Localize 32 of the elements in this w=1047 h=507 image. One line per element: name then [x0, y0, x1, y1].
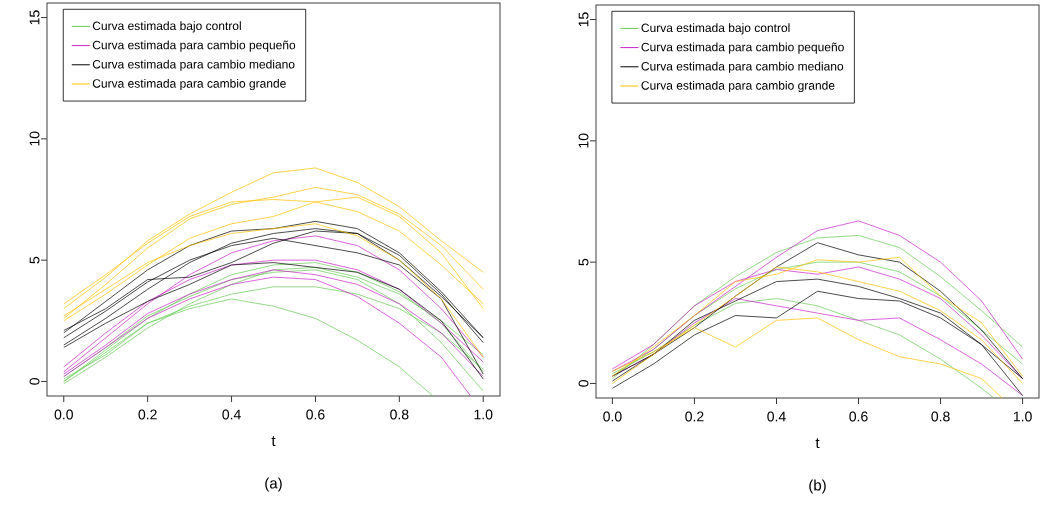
- legend-label: Curva estimada para cambio pequeño: [92, 40, 296, 52]
- y-tick-label: 10: [578, 133, 589, 148]
- text: (a): [265, 477, 282, 492]
- x-axis-title: t: [815, 438, 820, 449]
- x-axis-title: t: [271, 436, 276, 447]
- x-tick-label: 0.8: [931, 411, 950, 422]
- y-tick-label: 0: [29, 378, 40, 385]
- x-tick-label: 0.6: [306, 409, 325, 420]
- x-tick-label: 0.0: [603, 411, 622, 422]
- legend-label: Curva estimada bajo control: [641, 23, 790, 35]
- x-tick-label: 0.4: [222, 409, 241, 420]
- x-tick-label: 0.4: [767, 411, 786, 422]
- y-tick-label: 5: [29, 256, 40, 264]
- x-tick-label: 1.0: [1013, 411, 1032, 422]
- legend-label: Curva estimada bajo control: [92, 21, 241, 33]
- x-tick-label: 1.0: [474, 409, 493, 420]
- legend-label: Curva estimada para cambio grande: [641, 80, 835, 93]
- y-tick-label: 10: [29, 131, 40, 146]
- x-tick-label: 0.2: [138, 409, 157, 420]
- legend-label: Curva estimada para cambio mediano: [92, 59, 295, 71]
- y-tick-label: 0: [578, 380, 589, 387]
- y-tick-label: 5: [578, 258, 589, 266]
- y-tick-label: 15: [578, 12, 589, 27]
- legend-label: Curva estimada para cambio grande: [92, 78, 286, 91]
- legend-label: Curva estimada para cambio mediano: [641, 61, 844, 73]
- text: (b): [809, 479, 826, 494]
- x-tick-label: 0.0: [54, 409, 73, 420]
- x-tick-label: 0.8: [390, 409, 409, 420]
- legend-label: Curva estimada para cambio pequeño: [641, 42, 844, 54]
- y-tick-label: 15: [29, 10, 40, 25]
- x-tick-label: 0.2: [685, 411, 704, 422]
- x-tick-label: 0.6: [849, 411, 868, 422]
